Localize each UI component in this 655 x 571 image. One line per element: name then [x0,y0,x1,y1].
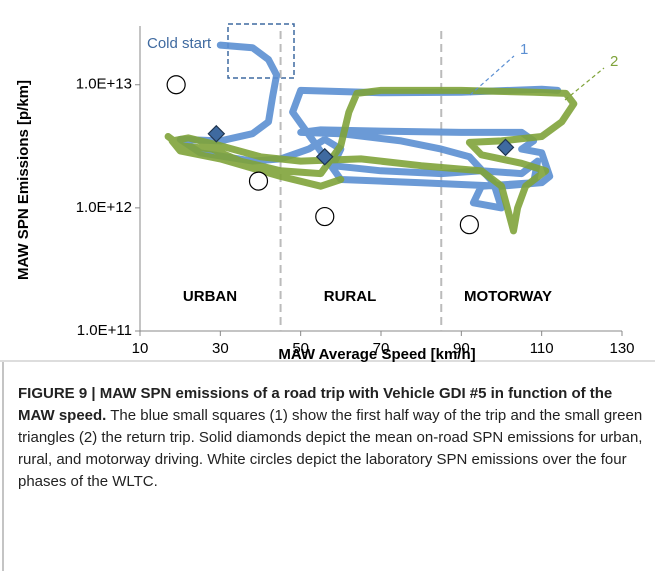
y-tick-label: 1.0E+13 [76,76,132,93]
x-axis-title: MAW Average Speed [km/h] [278,346,475,363]
x-tick-label: 70 [373,340,390,357]
cold-start-box [227,23,295,79]
circle-marker [459,215,479,235]
x-tick-label: 90 [453,340,470,357]
series-label: 1 [520,41,528,58]
x-tick-label: 10 [132,340,149,357]
diamond-marker [207,124,226,143]
region-label: MOTORWAY [464,288,552,305]
circle-marker [166,75,186,95]
x-tick-label: 50 [292,340,309,357]
x-tick-label: 30 [212,340,229,357]
diamond-marker [496,138,515,157]
caption-text: The blue small squares (1) show the firs… [18,407,643,490]
caption-label: FIGURE 9 | MAW SPN emissions of a road t… [18,385,613,424]
region-label: RURAL [324,288,377,305]
leader-line [469,55,515,96]
series-label: 2 [610,53,618,70]
circle-marker [248,171,269,191]
annotation: Cold start [147,35,212,52]
caption: FIGURE 9 | MAW SPN emissions of a road t… [18,383,646,493]
circle-marker [315,206,335,227]
leader-line [564,67,605,101]
diamond-marker [315,147,334,166]
y-tick-label: 1.0E+12 [76,199,132,216]
trajectory [164,86,578,235]
x-tick-label: 110 [530,340,554,357]
y-tick-label: 1.0E+11 [77,322,132,339]
x-tick-label: 130 [609,340,634,357]
region-label: URBAN [183,288,237,305]
y-axis-title: MAW SPN Emissions [p/km] [15,80,32,280]
